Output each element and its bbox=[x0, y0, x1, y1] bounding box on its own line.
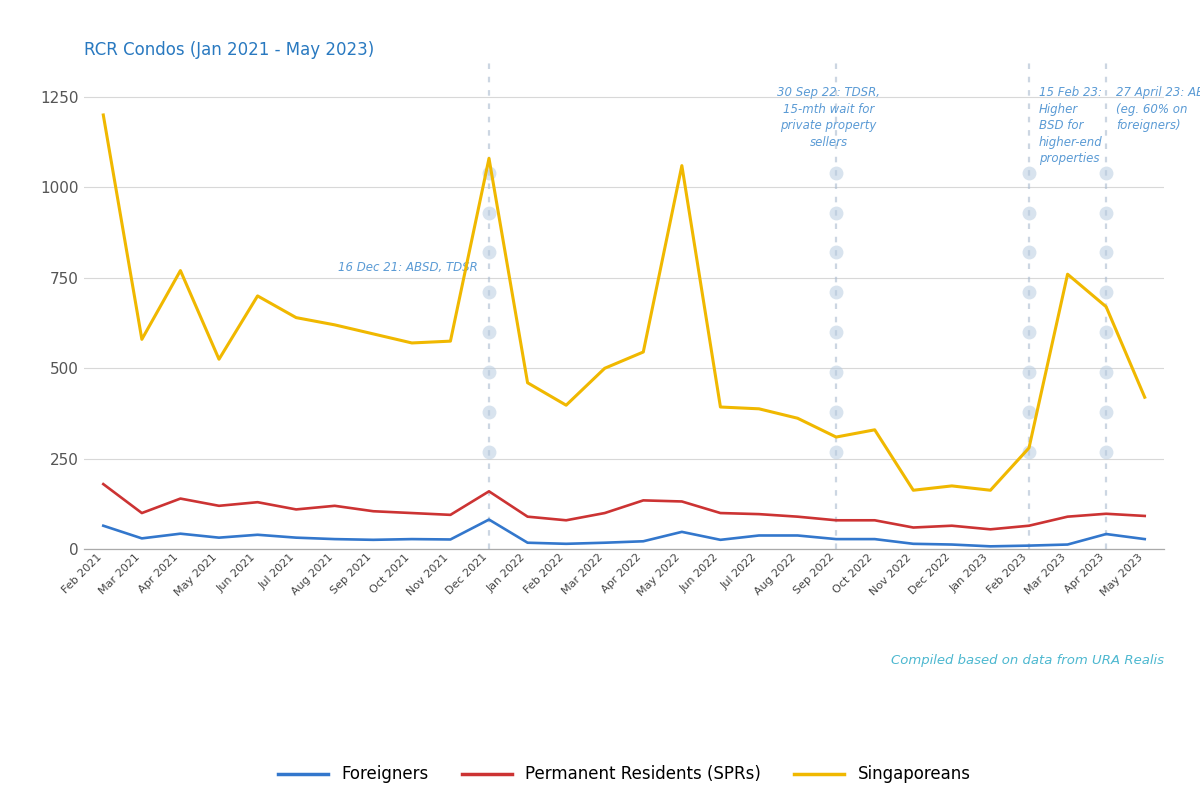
Text: @99dotco
@99.co.hdb
@99.co.condo
@99.co.luxury: @99dotco @99.co.hdb @99.co.condo @99.co.… bbox=[702, 702, 778, 757]
Text: ○: ○ bbox=[454, 722, 468, 738]
Text: 30 Sep 22: TDSR,
15-mth wait for
private property
sellers: 30 Sep 22: TDSR, 15-mth wait for private… bbox=[776, 86, 880, 148]
Text: ♪: ♪ bbox=[952, 713, 968, 742]
Text: ⦿: ⦿ bbox=[30, 711, 53, 749]
Legend: Foreigners, Permanent Residents (SPRs), Singaporeans: Foreigners, Permanent Residents (SPRs), … bbox=[271, 759, 977, 788]
Text: 15 Feb 23:
Higher
BSD for
higher-end
properties: 15 Feb 23: Higher BSD for higher-end pro… bbox=[1039, 86, 1103, 165]
Text: 99.co: 99.co bbox=[82, 716, 167, 744]
Text: @99.co
@99.co.housetips: @99.co @99.co.housetips bbox=[984, 717, 1078, 742]
Text: f: f bbox=[671, 712, 683, 743]
Text: @99.co
@99.co.housetips
@99.co.houseinsights: @99.co @99.co.housetips @99.co.houseinsi… bbox=[498, 710, 613, 749]
Text: 16 Dec 21: ABSD, TDSR: 16 Dec 21: ABSD, TDSR bbox=[337, 261, 478, 274]
Text: 27 April 23: ABSD
(eg. 60% on
foreigners): 27 April 23: ABSD (eg. 60% on foreigners… bbox=[1116, 86, 1200, 132]
Text: RCR Condos (Jan 2021 - May 2023): RCR Condos (Jan 2021 - May 2023) bbox=[84, 41, 374, 59]
Text: Compiled based on data from URA Realis: Compiled based on data from URA Realis bbox=[890, 655, 1164, 667]
